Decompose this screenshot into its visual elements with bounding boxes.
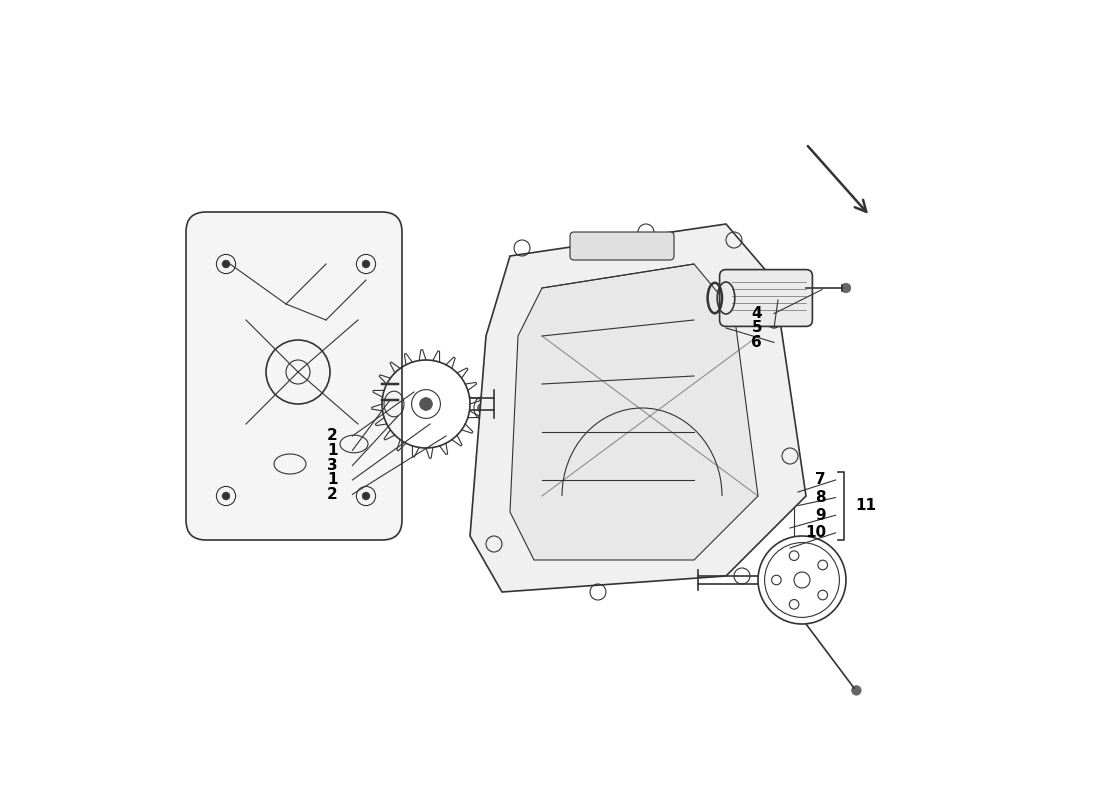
Text: 2: 2: [328, 429, 338, 443]
Circle shape: [851, 686, 861, 695]
Polygon shape: [510, 264, 758, 560]
Text: 6: 6: [751, 335, 762, 350]
Circle shape: [842, 283, 850, 293]
Circle shape: [222, 260, 230, 268]
Text: 10: 10: [805, 526, 826, 540]
Text: 1: 1: [328, 473, 338, 487]
Text: 2: 2: [328, 487, 338, 502]
Circle shape: [222, 492, 230, 500]
Text: 9: 9: [815, 508, 826, 522]
Polygon shape: [470, 224, 806, 592]
Text: 3: 3: [328, 458, 338, 473]
FancyBboxPatch shape: [570, 232, 674, 260]
Text: 11: 11: [856, 498, 877, 513]
Circle shape: [362, 260, 370, 268]
FancyBboxPatch shape: [719, 270, 813, 326]
Circle shape: [362, 492, 370, 500]
Text: 5: 5: [751, 321, 762, 335]
Text: 1: 1: [328, 443, 338, 458]
Circle shape: [477, 403, 487, 413]
Text: 8: 8: [815, 490, 826, 505]
Circle shape: [419, 398, 432, 410]
Text: 7: 7: [815, 473, 826, 487]
FancyBboxPatch shape: [186, 212, 402, 540]
Text: 4: 4: [751, 306, 762, 321]
